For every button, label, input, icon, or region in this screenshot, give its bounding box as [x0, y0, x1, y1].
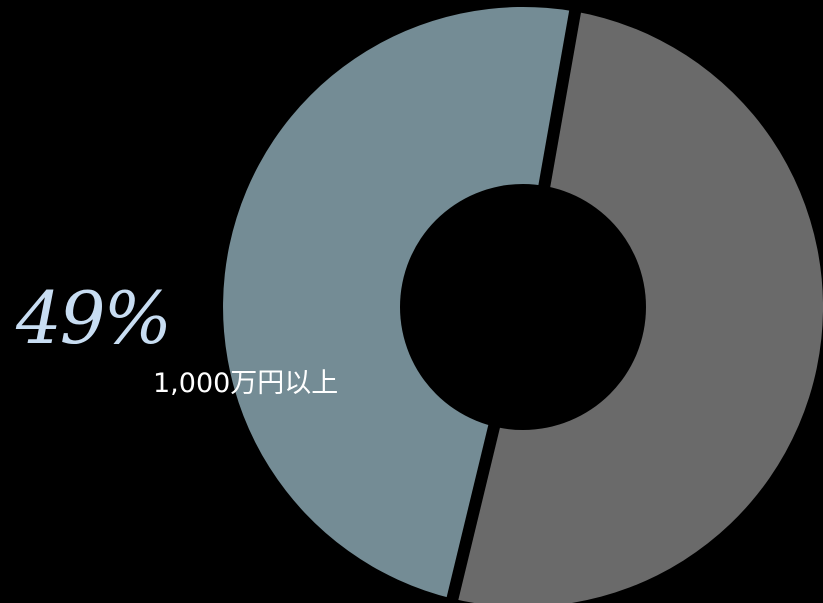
slice-category-label: 1,000万円以上	[153, 368, 339, 399]
slice-percent-label: 49%	[16, 276, 172, 360]
slice-separator-0	[538, 6, 582, 189]
slice-separator-1	[445, 423, 501, 603]
donut-hole	[400, 184, 646, 430]
